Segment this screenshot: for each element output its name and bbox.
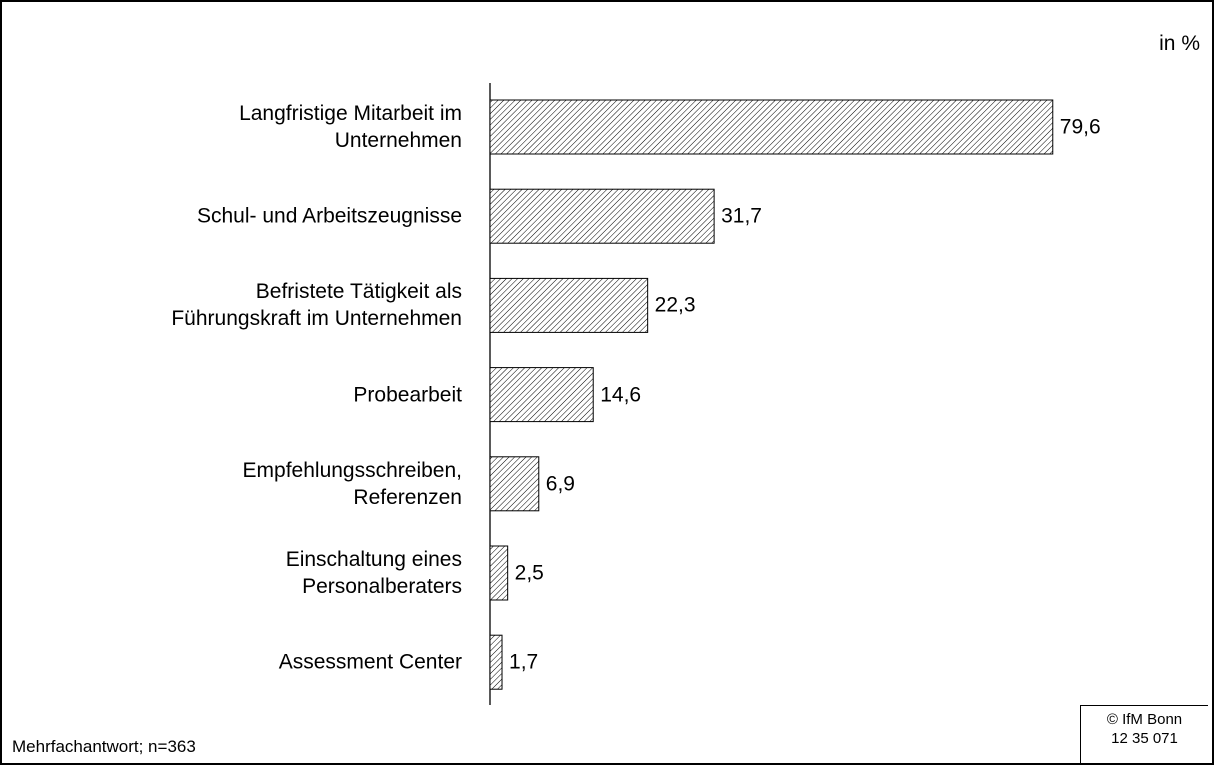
category-label: Assessment Center xyxy=(278,650,462,674)
bar xyxy=(489,545,509,601)
category-label: Einschaltung eines Personalberaters xyxy=(285,548,462,598)
category-label: Empfehlungsschreiben, Referenzen xyxy=(242,458,462,509)
bar xyxy=(489,367,594,423)
bar xyxy=(489,634,503,690)
value-label: 1,7 xyxy=(509,650,539,674)
value-label: 31,7 xyxy=(721,204,762,228)
value-label: 14,6 xyxy=(600,383,642,407)
unit-label: in % xyxy=(1159,32,1200,55)
bar xyxy=(489,188,715,244)
category-label: Befristete Tätigkeit als Führungskraft i… xyxy=(171,280,462,331)
bar xyxy=(489,99,1054,155)
value-label: 6,9 xyxy=(545,472,575,496)
value-label: 22,3 xyxy=(654,293,696,317)
category-label: Probearbeit xyxy=(353,383,462,407)
category-label: Schul- und Arbeitszeugnisse xyxy=(197,204,462,228)
source-box: © IfM Bonn 12 35 071 xyxy=(1080,705,1208,763)
value-label: 2,5 xyxy=(514,561,544,585)
footnote: Mehrfachantwort; n=363 xyxy=(12,737,196,756)
bar xyxy=(489,456,540,512)
value-label: 79,6 xyxy=(1059,115,1101,139)
category-label: Langfristige Mitarbeit im Unternehmen xyxy=(239,102,462,152)
bar xyxy=(489,277,649,333)
